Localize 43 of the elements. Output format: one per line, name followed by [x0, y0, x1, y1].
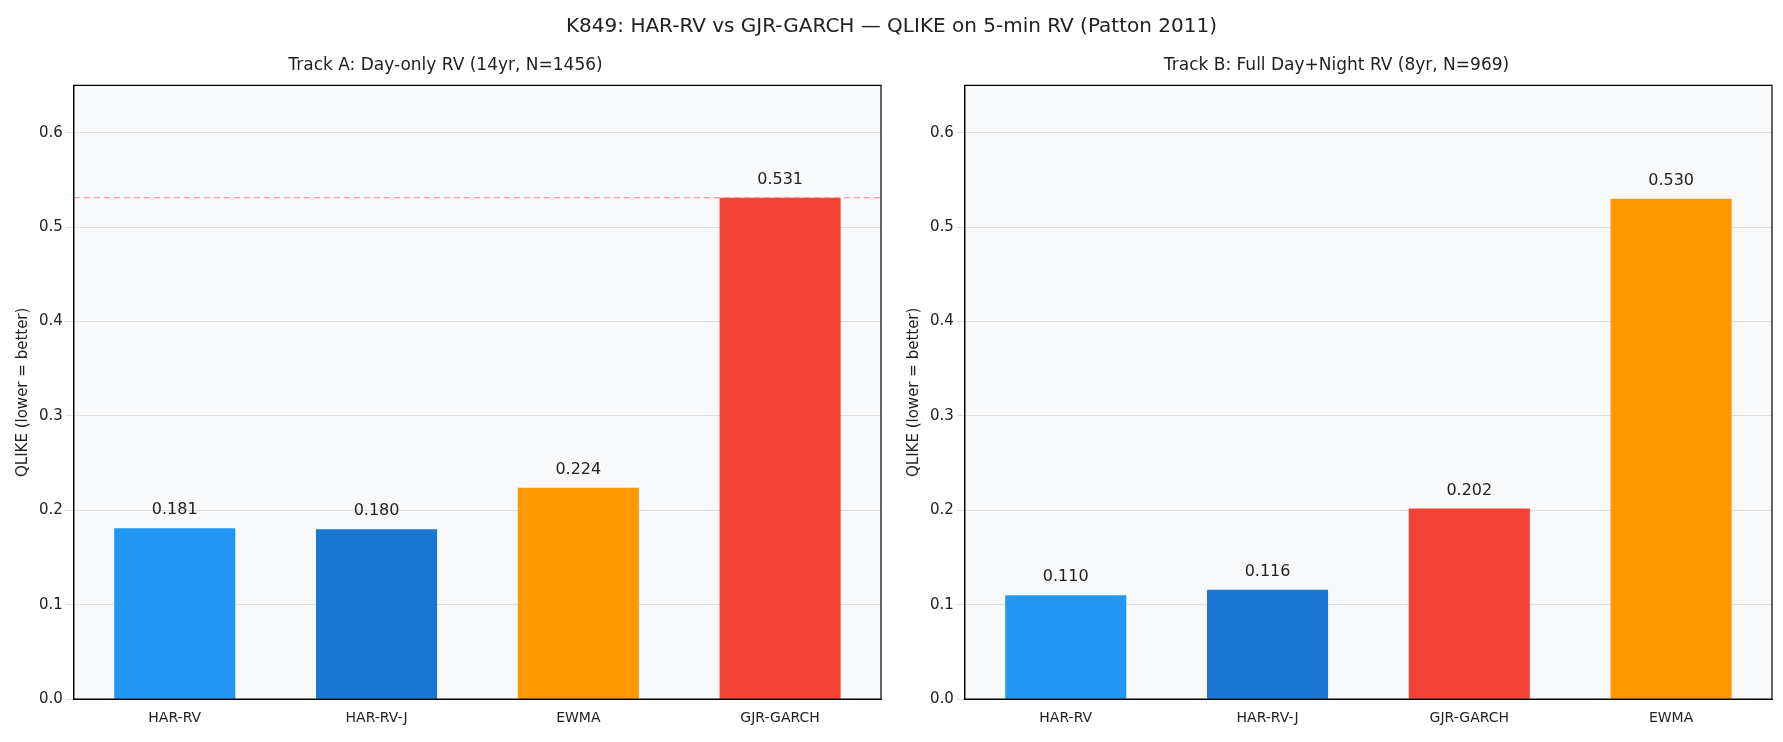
y-tick-label: 0.5 — [39, 216, 63, 235]
data-label: 0.116 — [1244, 560, 1291, 580]
y-axis-title: QLIKE (lower = better) — [12, 307, 31, 477]
x-tick-label: HAR-RV-J — [345, 709, 408, 726]
bar — [1610, 198, 1732, 699]
y-tick-label: 0.4 — [39, 311, 63, 330]
x-tick-label: GJR-GARCH — [1429, 709, 1510, 726]
y-tick-label: 0.0 — [930, 689, 954, 708]
bar — [114, 528, 236, 699]
data-label: 0.202 — [1446, 479, 1493, 499]
bar — [1207, 589, 1329, 699]
y-tick-label: 0.1 — [930, 594, 954, 613]
data-label: 0.224 — [555, 458, 602, 478]
chart-title: Track A: Day-only RV (14yr, N=1456) — [287, 53, 603, 74]
x-tick-label: HAR-RV — [148, 709, 202, 726]
y-axis-title: QLIKE (lower = better) — [903, 307, 922, 477]
data-label: 0.531 — [757, 168, 804, 188]
bar — [719, 197, 841, 699]
chart-title: Track B: Full Day+Night RV (8yr, N=969) — [1162, 53, 1510, 74]
bar — [517, 487, 639, 699]
x-tick-label: EWMA — [1648, 709, 1694, 726]
text: K849: HAR-RV vs GJR-GARCH — QLIKE on 5-min RV (Patton 2011) — [565, 12, 1218, 39]
x-tick-label: HAR-RV — [1039, 709, 1093, 726]
bar — [1005, 595, 1127, 699]
data-label: 0.110 — [1042, 566, 1089, 586]
y-tick-label: 0.3 — [39, 405, 63, 424]
x-tick-label: GJR-GARCH — [740, 709, 820, 726]
x-tick-label: EWMA — [556, 709, 601, 726]
y-tick-label: 0.5 — [930, 216, 954, 235]
y-tick-label: 0.2 — [39, 500, 63, 519]
y-tick-label: 0.3 — [930, 405, 954, 424]
bar — [1408, 508, 1530, 699]
y-tick-label: 0.0 — [39, 689, 63, 708]
bar — [316, 529, 438, 699]
y-tick-label: 0.6 — [930, 122, 954, 141]
y-tick-label: 0.4 — [930, 311, 954, 330]
data-label: 0.530 — [1648, 169, 1695, 189]
data-label: 0.181 — [151, 499, 198, 519]
x-tick-label: HAR-RV-J — [1236, 709, 1299, 726]
data-label: 0.180 — [353, 500, 400, 520]
y-tick-label: 0.1 — [39, 594, 63, 613]
y-tick-label: 0.6 — [39, 122, 63, 141]
y-tick-label: 0.2 — [930, 500, 954, 519]
